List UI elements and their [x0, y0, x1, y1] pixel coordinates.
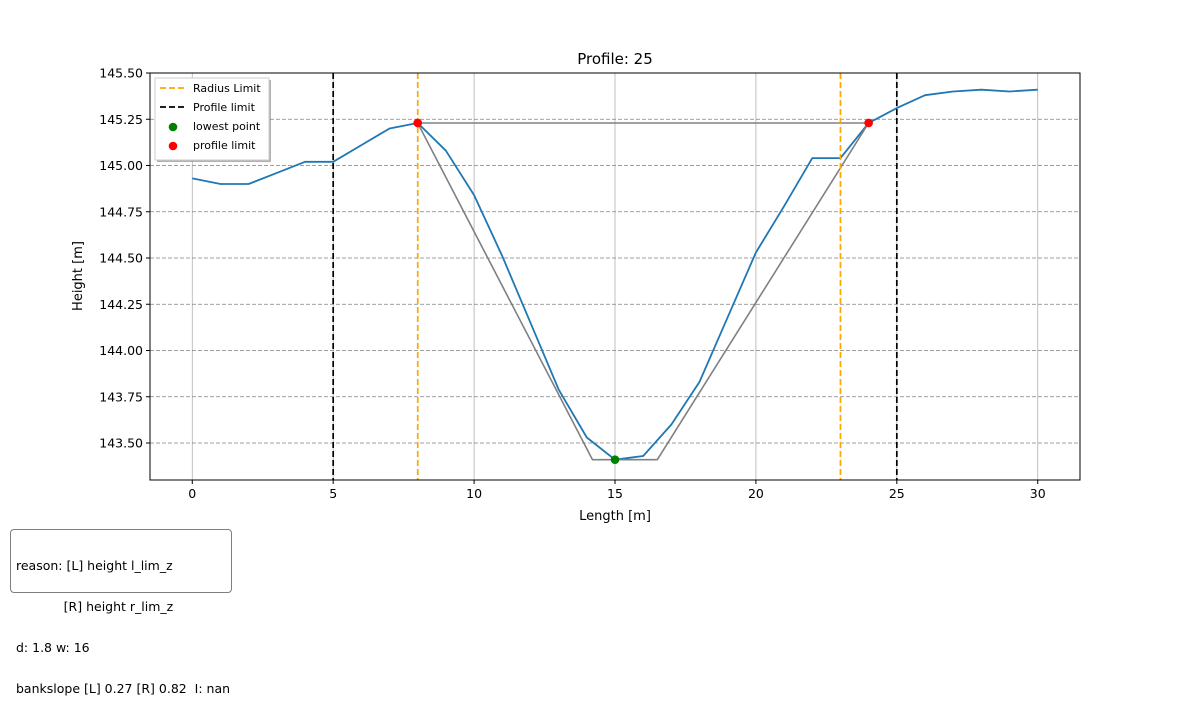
legend-label: profile limit	[193, 139, 256, 152]
y-tick-label: 145.25	[99, 112, 143, 127]
legend-swatch	[168, 141, 178, 151]
plot-series	[192, 73, 1038, 480]
y-tick-label: 145.00	[99, 158, 143, 173]
x-tick-label: 0	[188, 486, 196, 501]
x-axis-label: Length [m]	[579, 509, 651, 524]
info-depth-width-line: d: 1.8 w: 16	[16, 639, 90, 655]
legend-label: lowest point	[193, 120, 261, 133]
x-tick-label: 25	[889, 486, 905, 501]
y-tick-label: 143.50	[99, 436, 143, 451]
y-tick-label: 143.75	[99, 389, 143, 404]
x-tick-label: 20	[748, 486, 764, 501]
grid-lines	[150, 72, 1080, 480]
y-axis-label: Height [m]	[71, 241, 86, 311]
info-reason-right-line: [R] height r_lim_z	[16, 598, 174, 614]
x-tick-label: 5	[329, 486, 337, 501]
legend-swatch	[168, 122, 178, 132]
chart-title: Profile: 25	[577, 50, 653, 68]
legend: Radius Limit Profile limit lowest point pro…	[154, 77, 271, 162]
y-tick-label: 144.25	[99, 297, 143, 312]
info-box: reason: [L] height l_lim_z [R] height r_…	[10, 529, 232, 695]
profile-chart: Profile: 25 0 5 10 15 20 25 30 143.50 143.75 144.…	[71, 50, 1081, 524]
legend-label: Profile limit	[193, 101, 256, 114]
y-tick-label: 144.50	[99, 251, 143, 266]
x-tick-label: 10	[466, 486, 482, 501]
y-tick-label: 144.75	[99, 204, 143, 219]
legend-label: Radius Limit	[193, 82, 261, 95]
lowest-point-marker	[610, 455, 620, 464]
x-tick-label: 30	[1030, 486, 1046, 501]
y-tick-label: 144.00	[99, 343, 143, 358]
y-tick-label: 145.50	[99, 66, 143, 81]
profile-limit-marker	[864, 118, 873, 128]
axis-ticks: 0 5 10 15 20 25 30 143.50 143.75 144.00 144.25 144.…	[99, 66, 1045, 502]
info-reason-line: reason: [L] height l_lim_z	[16, 558, 173, 574]
x-tick-label: 15	[607, 486, 623, 501]
fitted-channel-line	[416, 122, 870, 461]
info-bankslope-line: bankslope [L] 0.27 [R] 0.82 I: nan	[16, 680, 231, 696]
profile-limit-marker	[413, 118, 423, 128]
